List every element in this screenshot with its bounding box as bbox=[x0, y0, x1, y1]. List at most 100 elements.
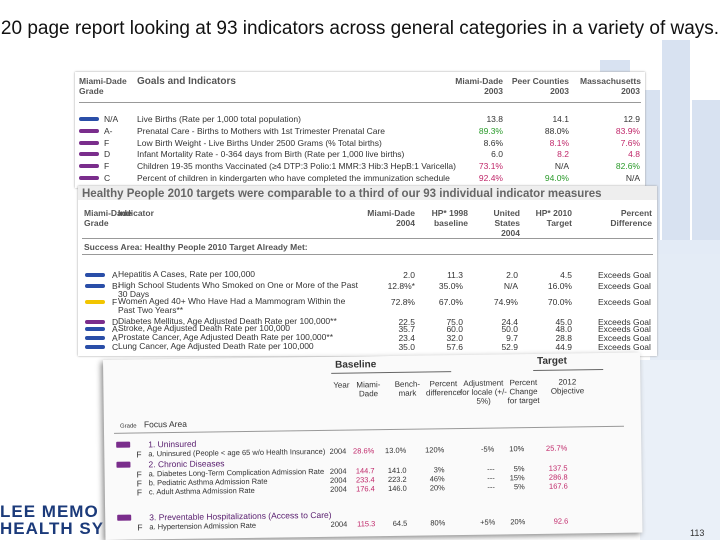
indicator: Infant Mortality Rate - 0-364 days from … bbox=[137, 149, 405, 160]
grade: A- bbox=[104, 125, 113, 136]
value: 20% bbox=[429, 483, 445, 493]
group-header: Target bbox=[536, 355, 567, 367]
grade-bar bbox=[85, 345, 105, 349]
logo: LEE MEMO HEALTH SY bbox=[0, 503, 104, 537]
grade: D bbox=[112, 317, 119, 327]
value: 24.4 bbox=[501, 317, 518, 327]
value: 20% bbox=[510, 517, 526, 527]
value: 176.4 bbox=[355, 484, 375, 494]
group-rule bbox=[331, 371, 452, 374]
grade-bar bbox=[85, 284, 105, 288]
value: --- bbox=[487, 482, 495, 492]
indicator: Children 19-35 months Vaccinated (≥4 DTP… bbox=[137, 161, 456, 172]
goals-table: Miami-Dade Grade Goals and Indicators Miam… bbox=[75, 72, 645, 188]
value: 16.0% bbox=[547, 281, 572, 291]
value: 94.0% bbox=[544, 173, 569, 183]
percent-difference: Exceeds Goal bbox=[598, 317, 651, 327]
percent-difference: Exceeds Goal bbox=[598, 297, 651, 307]
value: 25.7% bbox=[545, 443, 568, 453]
value: N/A bbox=[625, 173, 640, 183]
value: 6.0 bbox=[491, 149, 503, 160]
value: 167.6 bbox=[548, 481, 568, 491]
logo-line: LEE MEMO bbox=[0, 502, 99, 521]
indicator: Live Births (Rate per 1,000 total popula… bbox=[137, 114, 301, 124]
section-bar bbox=[116, 441, 131, 448]
value: 57.6 bbox=[446, 342, 463, 352]
grade-bar bbox=[85, 273, 105, 277]
value: 70.0% bbox=[547, 297, 572, 307]
grade-bar bbox=[79, 164, 99, 169]
column-header: 2012 Objective bbox=[550, 377, 585, 396]
value: 7.6% bbox=[620, 137, 640, 148]
value: 92.4% bbox=[478, 173, 503, 183]
value: 12.9 bbox=[623, 114, 640, 124]
page-number: 113 bbox=[690, 528, 705, 538]
header-rule bbox=[82, 238, 653, 239]
value: 2004 bbox=[330, 519, 348, 529]
grade-bar bbox=[79, 152, 99, 157]
grade-bar bbox=[79, 128, 99, 133]
value: 22.5 bbox=[398, 317, 415, 327]
value: 60.0 bbox=[446, 324, 463, 334]
value: 115.3 bbox=[357, 519, 376, 529]
grade: A bbox=[112, 333, 118, 343]
focus-area: a. Hypertension Admission Rate bbox=[149, 520, 257, 532]
column-header: Percent Difference bbox=[610, 208, 652, 228]
value: 82.6% bbox=[615, 161, 640, 172]
value: 14.1 bbox=[552, 114, 569, 124]
value: 64.5 bbox=[392, 518, 408, 528]
grade: C bbox=[112, 342, 119, 352]
group-rule bbox=[533, 369, 604, 371]
indicator: Women Aged 40+ Who Have Had a Mammogram … bbox=[118, 296, 346, 315]
value: 50.0 bbox=[501, 324, 518, 334]
value: 28.6% bbox=[352, 446, 375, 456]
value: 13.0% bbox=[384, 445, 407, 456]
indicator: Percent of children in kindergarten who … bbox=[137, 173, 450, 183]
value: 44.9 bbox=[555, 342, 572, 352]
grade: F bbox=[112, 297, 118, 307]
column-header: Year bbox=[333, 380, 350, 390]
focus-area: a. Uninsured (People < age 65 w/o Health… bbox=[148, 446, 326, 459]
indicator: Stroke, Age Adjusted Death Rate per 100,… bbox=[118, 323, 291, 333]
column-header: Massachusetts 2003 bbox=[580, 76, 641, 96]
panel-title: Healthy People 2010 targets were compara… bbox=[82, 188, 602, 200]
grade-bar bbox=[79, 117, 99, 121]
focus-table: Baseline Target Grade Focus Area Year Miami-D… bbox=[103, 352, 643, 540]
value: 89.3% bbox=[478, 125, 503, 136]
value: N/A bbox=[554, 161, 569, 172]
value: 83.9% bbox=[615, 125, 640, 136]
section-label: 1. Uninsured bbox=[148, 438, 197, 450]
column-header: Miami-Dade 2003 bbox=[455, 76, 503, 96]
grade-bar bbox=[79, 140, 99, 145]
grade: C bbox=[104, 173, 111, 183]
value: 45.0 bbox=[555, 317, 572, 327]
grade-bar bbox=[85, 336, 105, 340]
grade: A bbox=[112, 270, 118, 280]
value: 9.7 bbox=[506, 333, 518, 343]
value: 80% bbox=[430, 518, 446, 528]
column-header: Miami-Dade Grade bbox=[84, 208, 132, 228]
value: 73.1% bbox=[478, 161, 503, 172]
percent-difference: Exceeds Goal bbox=[598, 270, 651, 280]
column-header: HP* 2010 Target bbox=[535, 208, 572, 228]
value: 48.0 bbox=[555, 324, 572, 334]
value: 8.2 bbox=[557, 149, 569, 160]
value: 28.8 bbox=[555, 333, 572, 343]
value: N/A bbox=[503, 281, 518, 291]
grade-bar bbox=[79, 176, 99, 180]
grade: A- bbox=[112, 324, 121, 334]
grade-bar bbox=[85, 320, 105, 324]
slide-title: 20 page report looking at 93 indicators … bbox=[0, 18, 720, 39]
column-header: United States 2004 bbox=[493, 208, 520, 238]
header-rule bbox=[79, 102, 641, 103]
column-header: Goals and Indicators bbox=[137, 76, 236, 87]
grade: B- bbox=[112, 281, 121, 291]
column-header: HP* 1998 baseline bbox=[431, 208, 468, 228]
value: 52.9 bbox=[501, 342, 518, 352]
column-header: Focus Area bbox=[143, 418, 187, 430]
value: 72.8% bbox=[390, 297, 415, 307]
value: 74.9% bbox=[493, 297, 518, 307]
group-header: Baseline bbox=[335, 359, 377, 371]
value: 13.8 bbox=[486, 114, 503, 124]
